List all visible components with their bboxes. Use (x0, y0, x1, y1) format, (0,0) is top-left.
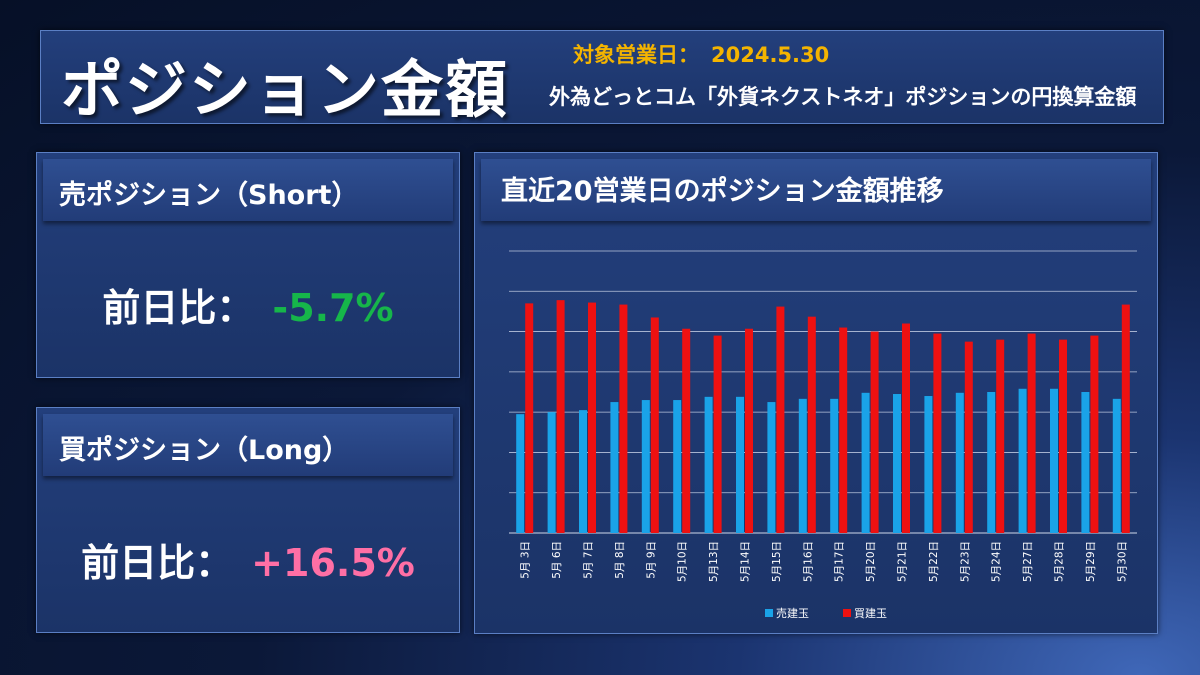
bar-long (1059, 339, 1067, 533)
bar-short (798, 398, 807, 533)
bar-long (1121, 304, 1130, 533)
bar-long (839, 327, 848, 533)
bar-short (1112, 398, 1121, 533)
bar-short (924, 396, 933, 533)
bar-short (579, 410, 587, 533)
bar-short (987, 392, 996, 533)
bar-short (1050, 388, 1058, 533)
bar-short (861, 392, 870, 533)
bar-short (830, 398, 839, 533)
bar-long (1090, 335, 1099, 533)
x-tick-label: 5月 9日 (645, 541, 657, 579)
x-tick-label: 5月21日 (897, 541, 909, 582)
x-tick-label: 5月30日 (1116, 541, 1128, 582)
bar-long (682, 328, 691, 533)
x-tick-label: 5月15日 (771, 541, 783, 582)
x-tick-label: 5月 8日 (614, 541, 626, 579)
bar-short (704, 396, 713, 533)
short-position-card: 売ポジション（Short） 前日比： -5.7% (36, 152, 460, 378)
short-card-title: 売ポジション（Short） (59, 180, 359, 211)
x-tick-label: 5月22日 (928, 541, 940, 582)
bar-long (870, 331, 879, 533)
short-ratio-label: 前日比： (102, 286, 255, 330)
bar-short (516, 414, 525, 533)
date-label: 対象営業日： (573, 43, 699, 67)
bar-long (964, 341, 973, 533)
x-tick-label: 5月20日 (865, 541, 877, 582)
bar-long (807, 316, 816, 533)
chart-panel: 直近20営業日のポジション金額推移 5月 3日 5月 6日 5月 7日 5月 8日 5月… (474, 152, 1158, 634)
bar-long (1027, 333, 1036, 533)
x-tick-label: 5月 6日 (551, 541, 563, 579)
bar-long (588, 302, 596, 533)
legend-label: 売建玉 (776, 606, 809, 620)
bar-short (767, 402, 776, 533)
date-value: 2024.5.30 (711, 43, 830, 67)
bar-long (933, 333, 942, 533)
bar-short (673, 400, 682, 533)
bar-long (902, 323, 910, 533)
bar-short (610, 402, 619, 533)
bar-short (955, 392, 964, 533)
legend-swatch (843, 609, 851, 617)
x-tick-label: 5月28日 (1054, 541, 1066, 582)
header-panel: ポジション金額 対象営業日： 2024.5.30 外為どっとコム「外貨ネクストネオ… (40, 30, 1164, 126)
x-tick-label: 5月17日 (834, 541, 846, 582)
x-tick-label: 5月14日 (740, 541, 752, 582)
legend-label: 買建玉 (854, 606, 887, 620)
legend-swatch (765, 609, 773, 617)
short-card-header: 売ポジション（Short） (43, 159, 453, 221)
short-ratio-value: -5.7% (272, 286, 394, 330)
x-tick-label: 5月24日 (991, 541, 1003, 582)
x-tick-label: 5月 7日 (583, 541, 595, 579)
long-ratio-value: +16.5% (251, 541, 415, 585)
bar-long (776, 306, 785, 533)
long-ratio: 前日比： +16.5% (37, 532, 459, 587)
bar-short (1081, 392, 1090, 533)
chart-header: 直近20営業日のポジション金額推移 (481, 159, 1151, 221)
short-ratio: 前日比： -5.7% (37, 277, 459, 332)
bar-short (893, 394, 901, 533)
x-tick-label: 5月27日 (1022, 541, 1034, 582)
long-position-card: 買ポジション（Long） 前日比： +16.5% (36, 407, 460, 633)
x-tick-label: 5月29日 (1085, 541, 1097, 582)
bar-long (713, 335, 722, 533)
x-tick-label: 5月23日 (959, 541, 971, 582)
bar-short (641, 400, 650, 533)
long-ratio-label: 前日比： (81, 541, 234, 585)
date-line: 対象営業日： 2024.5.30 (573, 39, 829, 69)
bar-long (996, 339, 1005, 533)
bar-long (745, 328, 753, 533)
bar-long (525, 303, 534, 533)
bar-long (619, 304, 628, 533)
x-tick-label: 5月16日 (802, 541, 814, 582)
position-bar-chart: 5月 3日 5月 6日 5月 7日 5月 8日 5月 9日 5月10日 5月13日 5月14日… (509, 250, 1137, 620)
long-card-header: 買ポジション（Long） (43, 414, 453, 476)
x-tick-label: 5月 3日 (520, 541, 532, 579)
page-subtitle: 外為どっとコム「外貨ネクストネオ」ポジションの円換算金額 (549, 85, 1137, 109)
chart-title: 直近20営業日のポジション金額推移 (501, 176, 944, 207)
x-tick-label: 5月13日 (708, 541, 720, 582)
bar-long (556, 300, 565, 533)
page-title: ポジション金額 (61, 53, 510, 126)
x-tick-label: 5月10日 (677, 541, 689, 582)
bar-short (547, 412, 556, 533)
long-card-title: 買ポジション（Long） (59, 435, 350, 466)
bar-short (1018, 388, 1027, 533)
bar-short (736, 396, 744, 533)
bar-long (650, 317, 659, 533)
